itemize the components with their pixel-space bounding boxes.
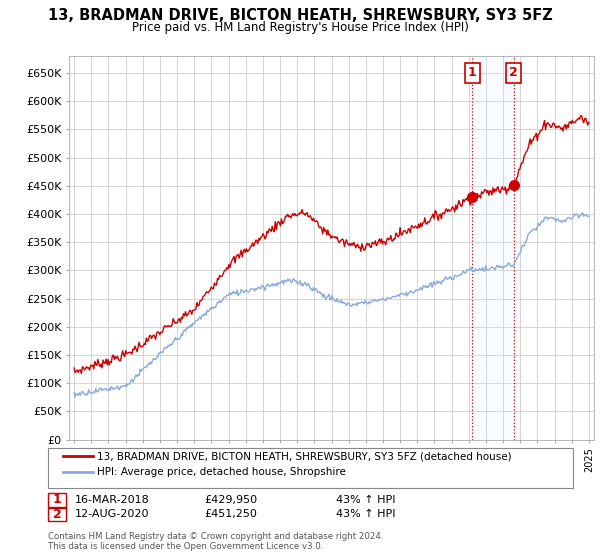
Text: HPI: Average price, detached house, Shropshire: HPI: Average price, detached house, Shro… — [97, 466, 346, 477]
Text: £429,950: £429,950 — [204, 494, 257, 505]
Text: 43% ↑ HPI: 43% ↑ HPI — [336, 509, 395, 519]
Text: 12-AUG-2020: 12-AUG-2020 — [75, 509, 149, 519]
Text: 13, BRADMAN DRIVE, BICTON HEATH, SHREWSBURY, SY3 5FZ (detached house): 13, BRADMAN DRIVE, BICTON HEATH, SHREWSB… — [97, 451, 512, 461]
Text: 2: 2 — [509, 67, 518, 80]
Text: Contains HM Land Registry data © Crown copyright and database right 2024.
This d: Contains HM Land Registry data © Crown c… — [48, 532, 383, 552]
Text: Price paid vs. HM Land Registry's House Price Index (HPI): Price paid vs. HM Land Registry's House … — [131, 21, 469, 34]
Text: 2: 2 — [53, 507, 61, 521]
Text: 1: 1 — [53, 493, 61, 506]
Text: 43% ↑ HPI: 43% ↑ HPI — [336, 494, 395, 505]
Text: £451,250: £451,250 — [204, 509, 257, 519]
Text: 16-MAR-2018: 16-MAR-2018 — [75, 494, 150, 505]
Bar — [472, 56, 514, 440]
Text: 13, BRADMAN DRIVE, BICTON HEATH, SHREWSBURY, SY3 5FZ: 13, BRADMAN DRIVE, BICTON HEATH, SHREWSB… — [47, 8, 553, 24]
Text: 1: 1 — [468, 67, 477, 80]
